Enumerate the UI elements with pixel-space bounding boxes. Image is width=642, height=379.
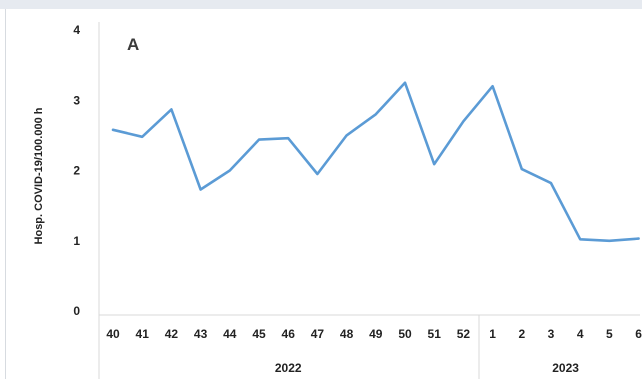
y-tick-label: 0 bbox=[73, 304, 80, 318]
left-rule bbox=[5, 9, 6, 379]
x-tick-label: 45 bbox=[252, 327, 266, 341]
x-tick-label: 49 bbox=[369, 327, 383, 341]
x-tick-label: 1 bbox=[489, 327, 496, 341]
x-tick-label: 44 bbox=[223, 327, 237, 341]
axes bbox=[98, 22, 640, 316]
x-tick-label: 4 bbox=[577, 327, 584, 341]
x-tick-label: 42 bbox=[165, 327, 179, 341]
x-tick-label: 48 bbox=[340, 327, 354, 341]
x-tick-labels: 40 41 42 43 44 45 46 47 48 49 50 51 52 1 2 3 4 5 6 bbox=[106, 327, 642, 341]
x-tick-label: 2 bbox=[518, 327, 525, 341]
x-tick-label: 40 bbox=[106, 327, 120, 341]
top-band bbox=[0, 0, 642, 9]
series-group bbox=[111, 81, 640, 243]
x-tick-label: 41 bbox=[136, 327, 150, 341]
y-axis-label: Hosp. COVID-19/100.000 h bbox=[33, 107, 45, 244]
x-tick-label: 52 bbox=[457, 327, 471, 341]
y-tick-label: 2 bbox=[73, 164, 80, 178]
x-tick-label: 46 bbox=[282, 327, 296, 341]
x-tick-label: 47 bbox=[311, 327, 325, 341]
y-tick-label: 4 bbox=[73, 23, 80, 37]
x-tick-label: 3 bbox=[548, 327, 555, 341]
x-tick-label: 51 bbox=[428, 327, 442, 341]
y-tick-label: 3 bbox=[73, 93, 80, 107]
y-tick-labels: 0 1 2 3 4 bbox=[73, 23, 80, 318]
y-tick-label: 1 bbox=[73, 234, 80, 248]
panel-label: A bbox=[127, 35, 140, 54]
series-line bbox=[111, 81, 640, 243]
year-label: 2022 bbox=[275, 361, 302, 375]
year-group-labels: 2022 2023 bbox=[98, 315, 579, 379]
x-tick-label: 50 bbox=[398, 327, 412, 341]
x-tick-label: 43 bbox=[194, 327, 208, 341]
x-tick-label: 6 bbox=[635, 327, 642, 341]
x-tick-label: 5 bbox=[606, 327, 613, 341]
year-label: 2023 bbox=[552, 361, 579, 375]
